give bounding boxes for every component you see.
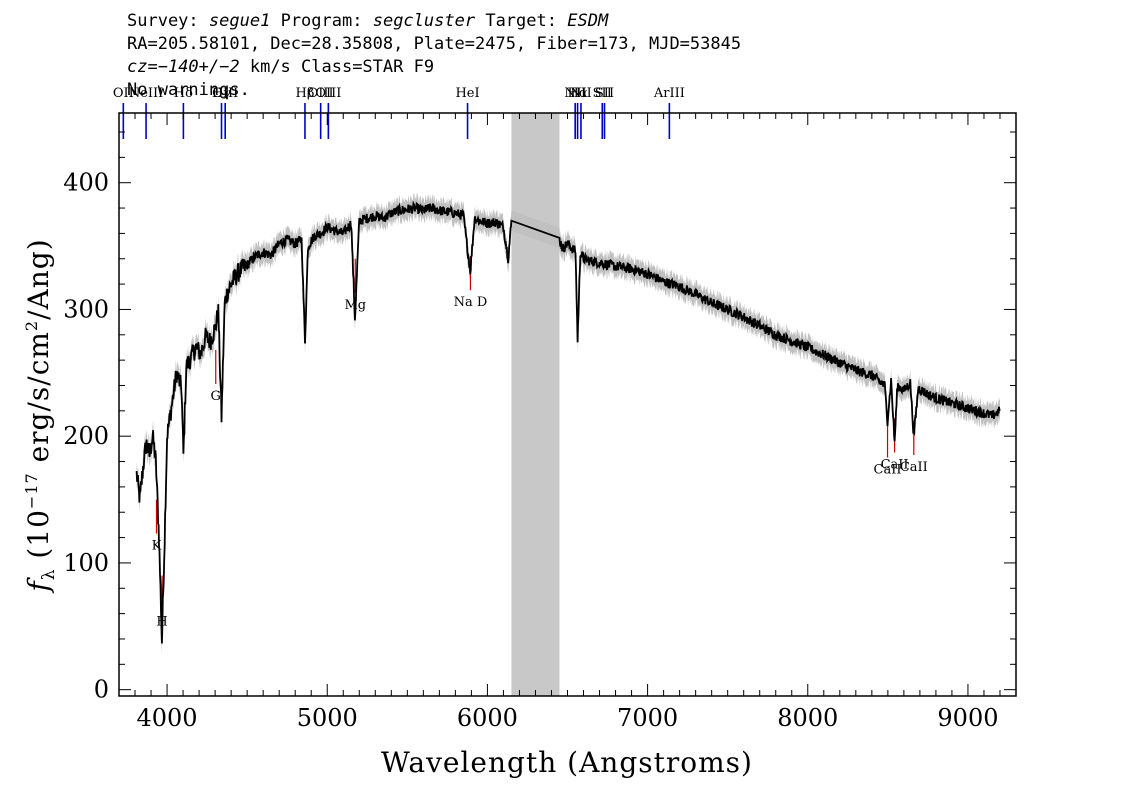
emission-line-label: HeI [455,86,479,101]
spectrum-series-layer [135,200,1001,644]
class-text: km/s Class=STAR F9 [239,57,435,77]
x-tick-label: 5000 [297,704,358,732]
cz-label: cz= [127,57,158,77]
emission-line-label: OII [113,86,134,101]
emission-line-label: SII [595,86,614,101]
emission-line-label: Hγ [212,86,231,101]
y-axis-label: fλ (10−17 erg/s/cm2/Ang) [22,238,59,593]
error-band [136,193,1001,654]
emission-line-label: OIII [212,86,238,101]
absorption-line-label: K [152,539,162,554]
error-band-layer [136,193,1001,654]
emission-line-label: NeIII [129,86,163,101]
target-label: Target: [485,11,557,31]
absorption-line-label: CaII [900,460,928,475]
x-tick-label: 4000 [137,704,198,732]
header-survey-line: Survey: segue1 Program: segcluster Targe… [127,10,741,33]
absorption-line-label: CaII [874,463,902,478]
survey-value: segue1 [208,11,271,31]
emission-line-label: Hβ [296,86,315,101]
emission-line-label: Hα [568,86,588,101]
emission-line-label: ArIII [653,86,685,101]
emission-line-label: SII [593,86,612,101]
emission-line-label: OIII [308,86,334,101]
program-value: segcluster [372,11,476,31]
absorption-line-label: CaII [881,457,909,472]
x-tick-label: 6000 [457,704,518,732]
spectrum-series [135,200,1001,644]
masked-region [511,113,560,696]
cz-value: −140+/−2 [157,57,240,77]
absorption-line-label: G [211,389,221,404]
svg-text:fλ (10−17 erg/s/cm2/Ang): fλ (10−17 erg/s/cm2/Ang) [22,238,59,593]
header-redshift-line: cz=−140+/−2 km/s Class=STAR F9 [127,56,741,79]
masked-region-layer [511,113,560,696]
emission-line-label: NII [570,86,592,101]
y-tick-label: 400 [63,169,109,197]
y-tick-label: 200 [63,422,109,450]
y-tick-label: 300 [63,295,109,323]
target-value: ESDM [567,11,609,31]
program-label: Program: [280,11,363,31]
emission-line-label: NII [564,86,586,101]
axes-layer: 4000 5000 6000 7000 8000 9000 0 100 200 300 400 [63,112,1017,732]
y-tick-label: 0 [94,676,109,704]
x-tick-label: 7000 [617,704,678,732]
absorption-line-label: Na D [454,295,488,310]
y-tick-label: 100 [63,549,109,577]
x-tick-label: 8000 [777,704,838,732]
spectrum-header: Survey: segue1 Program: segcluster Targe… [127,10,741,102]
emission-line-label: Hδ [174,86,193,101]
survey-label: Survey: [127,11,199,31]
x-tick-label: 9000 [937,704,998,732]
emission-line-label: OIII [315,86,341,101]
x-axis-label: Wavelength (Angstroms) [381,746,753,779]
header-coordinates-line: RA=205.58101, Dec=28.35808, Plate=2475, … [127,34,742,54]
header-warnings-line: No warnings. [127,80,250,100]
plot-frame [118,112,1017,697]
